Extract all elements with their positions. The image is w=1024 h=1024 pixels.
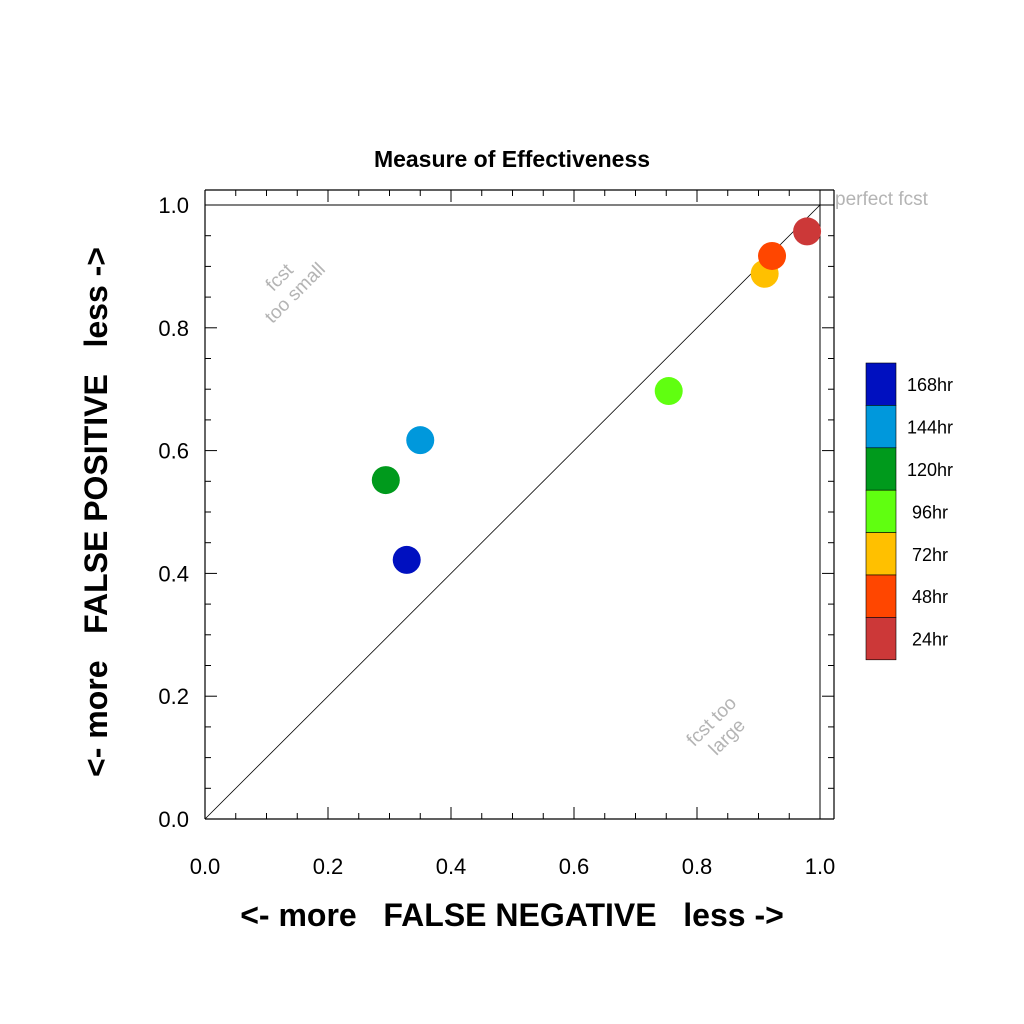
x-tick-label: 0.2 (313, 854, 344, 879)
legend-swatch-144hr (865, 405, 897, 449)
annotation-fcst-too-small: fcst too small (261, 259, 330, 328)
plot-area (204, 189, 835, 820)
x-axis: 0.0 0.2 0.4 0.6 0.8 1.0 (190, 190, 836, 879)
data-points (371, 217, 822, 574)
point-48hr (758, 241, 787, 270)
legend-label-96hr: 96hr (912, 502, 948, 522)
legend-swatch-120hr (865, 447, 897, 491)
legend-label-48hr: 48hr (912, 587, 948, 607)
point-144hr (406, 426, 435, 455)
y-tick-label: 0.2 (158, 684, 189, 709)
point-96hr (654, 377, 683, 406)
y-tick-label: 0.6 (158, 439, 189, 464)
annotation-too-small-line-2: too small (261, 259, 330, 328)
y-axis-label: <- more FALSE POSITIVE less -> (78, 247, 114, 777)
legend-swatch-48hr (865, 574, 897, 618)
legend-label-144hr: 144hr (907, 418, 953, 438)
x-tick-label: 0.0 (190, 854, 221, 879)
point-120hr (371, 466, 400, 495)
legend-label-120hr: 120hr (907, 460, 953, 480)
legend-swatch-24hr (865, 617, 897, 661)
legend-label-72hr: 72hr (912, 545, 948, 565)
legend: 168hr 144hr 120hr 96hr 72hr 48hr 24hr (865, 362, 953, 661)
legend-swatch-168hr (865, 362, 897, 406)
chart-title: Measure of Effectiveness (374, 146, 650, 172)
legend-swatch-72hr (865, 532, 897, 576)
y-tick-label: 0.0 (158, 807, 189, 832)
x-tick-label: 0.6 (559, 854, 590, 879)
x-axis-label: <- more FALSE NEGATIVE less -> (240, 897, 784, 933)
x-tick-label: 0.4 (436, 854, 467, 879)
point-24hr (793, 217, 822, 246)
annotation-perfect-fcst: perfect fcst (835, 189, 929, 210)
diagonal-reference-line (204, 204, 821, 820)
y-axis: 0.0 0.2 0.4 0.6 0.8 1.0 (158, 193, 834, 832)
x-tick-label: 1.0 (805, 854, 836, 879)
legend-label-24hr: 24hr (912, 630, 948, 650)
y-tick-label: 0.8 (158, 316, 189, 341)
x-tick-label: 0.8 (682, 854, 713, 879)
y-tick-label: 1.0 (158, 193, 189, 218)
legend-label-168hr: 168hr (907, 375, 953, 395)
annotation-fcst-too-large: fcst too large (683, 693, 750, 760)
y-tick-label: 0.4 (158, 561, 189, 586)
point-168hr (392, 545, 421, 574)
legend-swatch-96hr (865, 489, 897, 533)
